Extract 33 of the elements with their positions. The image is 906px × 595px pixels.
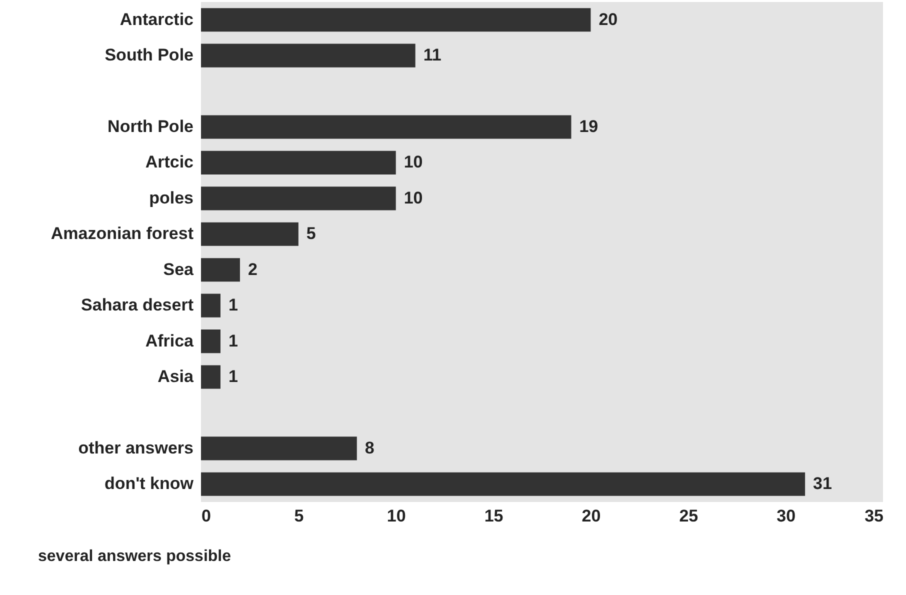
x-tick-label: 10 [386, 506, 406, 526]
x-tick-label: 25 [679, 506, 698, 526]
x-tick-label: 0 [202, 506, 211, 526]
data-label: 31 [813, 474, 832, 494]
y-tick-label: Asia [158, 367, 194, 386]
x-tick-label: 35 [864, 506, 884, 526]
data-label: 19 [579, 117, 598, 136]
text: several answers possible [38, 548, 231, 566]
data-label: 11 [423, 46, 442, 65]
data-label: 1 [228, 331, 238, 350]
y-tick-label: Sea [163, 260, 194, 279]
x-tick-label: 15 [484, 506, 504, 526]
data-label: 8 [364, 438, 374, 458]
y-tick-label: Africa [145, 331, 194, 350]
x-tick-label: 30 [776, 506, 796, 526]
y-tick-label: don't know [104, 474, 194, 494]
data-label: 10 [404, 152, 423, 172]
y-tick-label: Sahara desert [81, 296, 194, 315]
x-tick-label: 20 [582, 506, 601, 526]
data-label: 1 [228, 367, 238, 386]
data-label: 10 [404, 188, 423, 208]
data-label: 2 [248, 260, 258, 279]
y-tick-label: other answers [78, 438, 194, 458]
y-tick-label: South Pole [104, 46, 194, 65]
x-tick-label: 5 [294, 506, 304, 526]
y-tick-label: Artcic [145, 152, 194, 172]
data-label: 20 [598, 10, 618, 29]
y-tick-label: Antarctic [120, 10, 194, 29]
y-tick-label: North Pole [108, 117, 194, 136]
data-label: 1 [228, 296, 238, 315]
y-tick-label: poles [149, 188, 194, 208]
y-tick-label: Amazonian forest [50, 224, 194, 244]
data-label: 5 [306, 224, 316, 244]
